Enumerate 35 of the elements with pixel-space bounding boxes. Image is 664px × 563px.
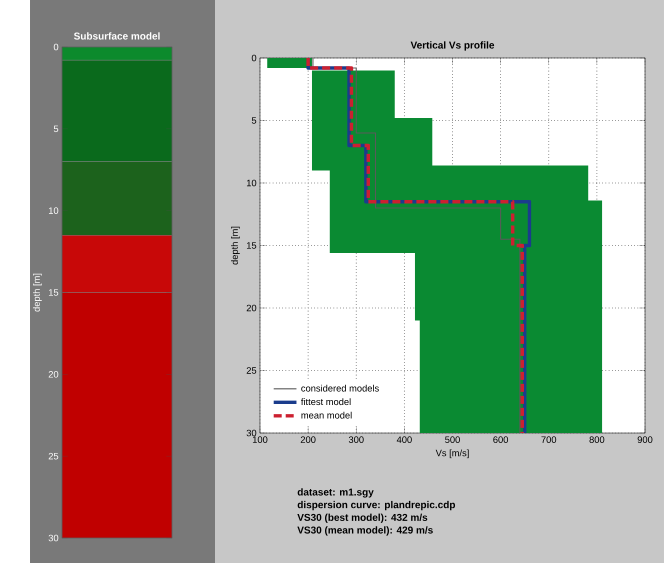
chart-title: Subsurface model (74, 32, 160, 40)
x-axis-title: Vs [m/s] (436, 449, 469, 458)
y-tick-label: 15 (246, 242, 256, 249)
text: dispersion curve: plandrepic.cdp (298, 500, 456, 510)
y-axis-title: depth [m] (231, 226, 240, 265)
x-tick-label: 300 (348, 436, 364, 443)
x-tick-label: 800 (589, 436, 604, 443)
y-tick-label: 5 (252, 117, 256, 124)
x-tick-label: 900 (638, 436, 652, 443)
legend-label: fittest model (300, 398, 351, 406)
y-tick-label: 20 (48, 371, 58, 378)
x-tick-label: 100 (252, 436, 268, 443)
y-tick-label: 25 (48, 452, 58, 460)
y-tick-label: 5 (54, 126, 58, 132)
y-tick-label: 15 (48, 289, 58, 296)
y-tick-label: 25 (246, 367, 256, 374)
y-tick-label: 0 (252, 54, 256, 62)
y-axis-title: depth [m] (33, 274, 42, 312)
y-tick-label: 30 (48, 534, 58, 542)
text: VS30 (mean model): 429 m/s (297, 526, 433, 536)
x-tick-label: 400 (396, 436, 412, 443)
x-tick-label: 200 (300, 436, 316, 443)
y-tick-label: 10 (246, 180, 256, 186)
legend-label: considered models (301, 384, 379, 392)
y-tick-label: 10 (48, 207, 58, 214)
x-tick-label: 700 (541, 436, 556, 443)
legend-label: mean model (301, 412, 352, 419)
text: dataset: m1.sgy (298, 488, 374, 498)
text: VS30 (best model): 432 m/s (297, 514, 428, 523)
x-tick-label: 500 (445, 436, 460, 443)
y-tick-label: 20 (246, 304, 256, 312)
chart-title: Vertical Vs profile (410, 41, 494, 51)
y-tick-label: 30 (246, 430, 256, 436)
y-tick-label: 0 (54, 44, 58, 50)
x-tick-label: 600 (493, 436, 508, 443)
